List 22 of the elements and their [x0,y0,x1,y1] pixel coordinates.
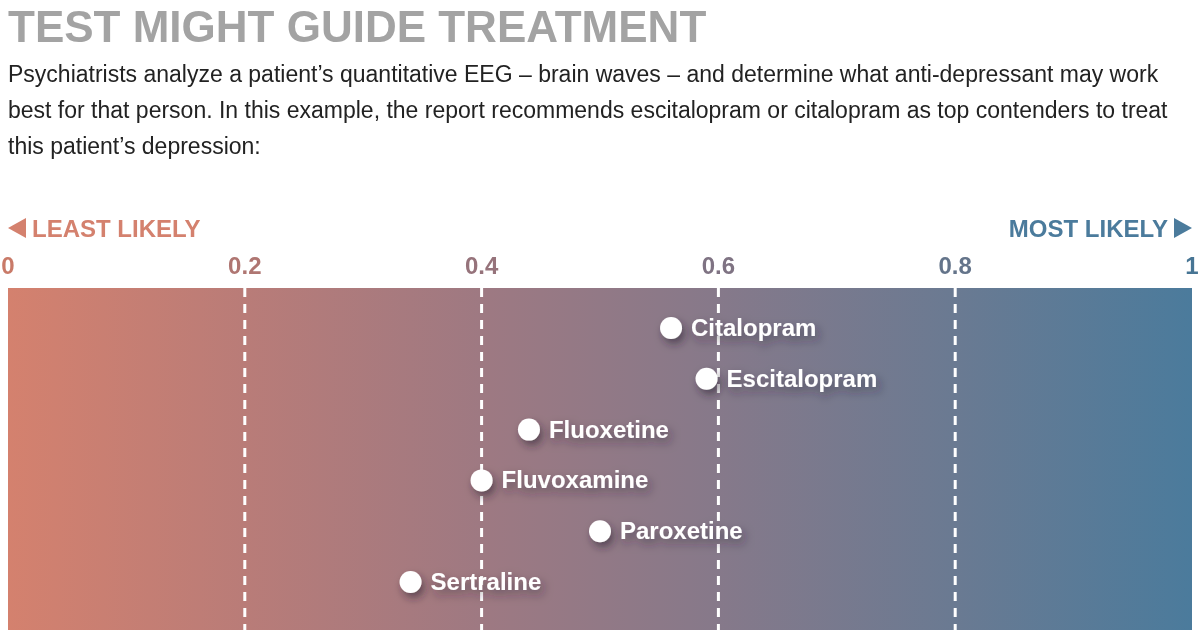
y-tick-label: Escitalopram [726,364,878,392]
text: MOST LIKELY [1008,215,1168,242]
chart-title: TEST MIGHT GUIDE TREATMENT [8,2,707,51]
point [517,418,540,441]
x-tick-label: 0.4 [464,252,499,279]
y-tick-label: Citalopram [691,314,817,341]
y-tick-label: Sertraline [430,568,542,595]
chart-subtitle: Psychiatrists analyze a patient’s quantitative EEG – brain waves – and determine what anti-depressant may work best for that person. In this example, the report recommends escitalopram or citalopram as top contenders to treat this patient’s depression: [8,60,1169,161]
point [695,367,718,390]
x-tick-label: 0.2 [228,252,262,279]
point [470,469,493,492]
x-tick-label: 0.6 [701,252,736,279]
point [660,317,683,339]
point [399,571,422,593]
x-tick-label: 0 [1,252,15,279]
x-tick-label: 0.8 [938,252,972,279]
point [589,520,611,543]
text: LEAST LIKELY [32,215,201,242]
y-tick-label: Fluoxetine [548,415,669,443]
y-tick-label: Fluvoxamine [501,466,649,494]
x-tick-label: 1 [1185,252,1199,279]
y-tick-label: Paroxetine [620,517,743,545]
